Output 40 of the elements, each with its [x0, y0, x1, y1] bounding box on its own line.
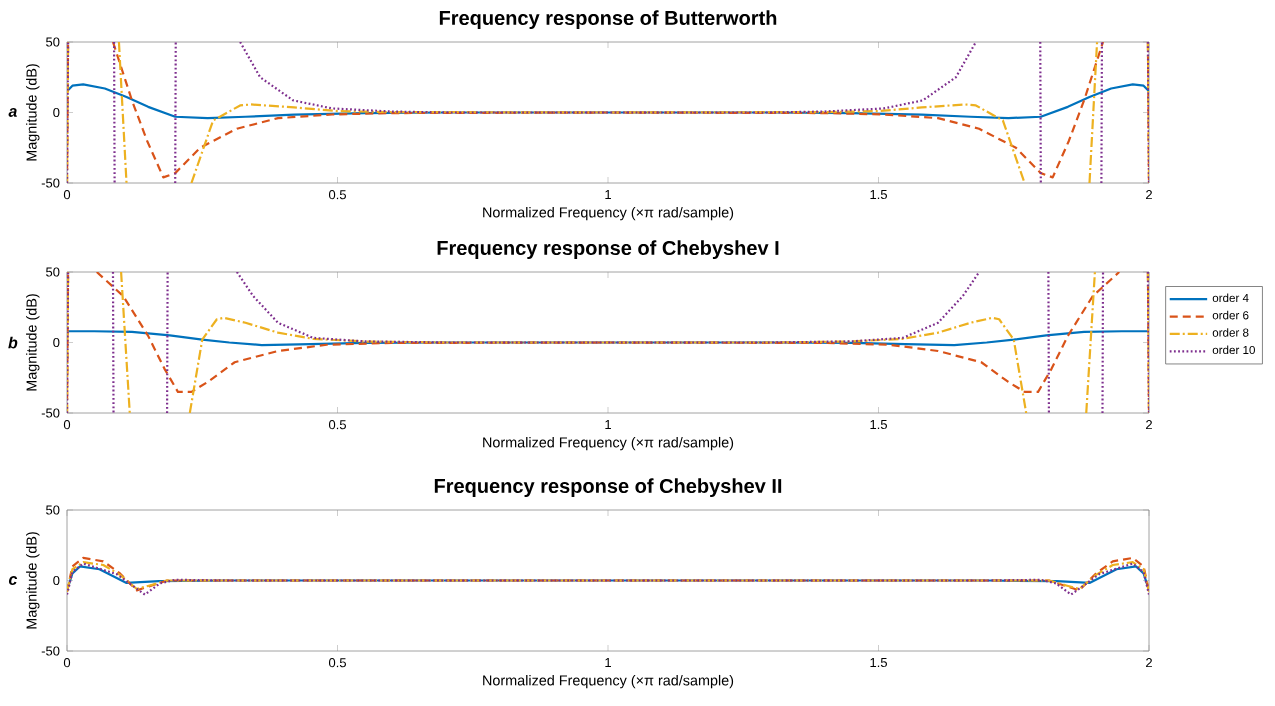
- x-tick-label: 0: [63, 420, 71, 430]
- x-tick-label: 2: [1146, 658, 1152, 668]
- legend-label: order 4: [1212, 293, 1249, 303]
- chart-title: Frequency response of Chebyshev II: [434, 478, 782, 498]
- x-tick-label: 1.5: [870, 190, 887, 200]
- y-axis-title: Magnitude (dB): [26, 532, 40, 629]
- y-tick-label: 50: [46, 267, 60, 277]
- y-tick-label: 0: [53, 337, 60, 348]
- x-tick-label: 0: [63, 658, 71, 668]
- legend-label: order 8: [1212, 328, 1249, 337]
- text: a: [8, 108, 17, 117]
- y-tick-label: -50: [41, 178, 60, 188]
- y-tick-label: 0: [53, 107, 60, 118]
- x-tick-label: 1: [605, 658, 611, 667]
- x-tick-label: 1.5: [870, 658, 887, 668]
- text: b: [8, 336, 18, 349]
- x-tick-label: 1: [605, 420, 611, 429]
- y-tick-label: 50: [46, 505, 60, 515]
- y-tick-label: 50: [46, 37, 60, 47]
- x-tick-label: 2: [1146, 190, 1152, 200]
- text: c: [8, 576, 18, 585]
- x-axis-title: Normalized Frequency (×π rad/sample): [483, 206, 734, 221]
- x-tick-label: 0: [63, 190, 71, 200]
- x-tick-label: 1: [605, 190, 611, 199]
- x-axis-title: Normalized Frequency (×π rad/sample): [483, 436, 734, 451]
- x-tick-label: 1.5: [870, 420, 887, 430]
- y-axis-title: Magnitude (dB): [26, 294, 40, 391]
- legend-label: order 10: [1212, 345, 1255, 355]
- y-tick-label: -50: [41, 408, 60, 418]
- x-axis-title: Normalized Frequency (×π rad/sample): [483, 674, 734, 689]
- chart-title: Frequency response of Chebyshev I: [437, 240, 779, 260]
- x-tick-label: 0.5: [328, 420, 346, 430]
- x-tick-label: 0.5: [328, 658, 346, 668]
- y-tick-label: 0: [53, 575, 60, 586]
- y-axis-title: Magnitude (dB): [26, 64, 40, 161]
- y-tick-label: -50: [41, 646, 60, 656]
- x-tick-label: 2: [1146, 420, 1152, 430]
- x-tick-label: 0.5: [328, 190, 346, 200]
- chart-title: Frequency response of Butterworth: [439, 10, 777, 30]
- legend-label: order 6: [1212, 310, 1249, 320]
